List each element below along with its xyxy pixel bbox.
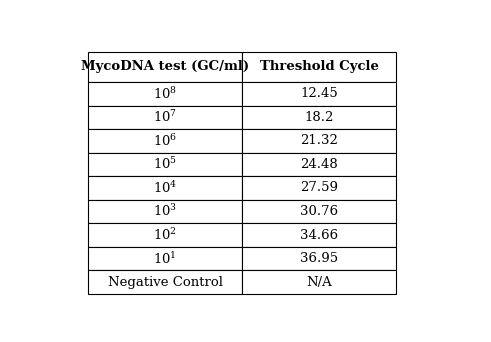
- Text: $\mathregular{10^{7}}$: $\mathregular{10^{7}}$: [153, 109, 177, 126]
- Bar: [88, 129, 242, 153]
- Bar: [88, 153, 242, 176]
- Bar: [88, 223, 242, 247]
- Bar: [88, 270, 242, 294]
- Text: 34.66: 34.66: [300, 228, 338, 241]
- Bar: [242, 82, 396, 106]
- Bar: [88, 82, 242, 106]
- Text: 36.95: 36.95: [300, 252, 338, 265]
- Text: 18.2: 18.2: [304, 111, 334, 124]
- Bar: [242, 270, 396, 294]
- Text: 30.76: 30.76: [300, 205, 338, 218]
- Bar: [88, 106, 242, 129]
- Bar: [88, 176, 242, 200]
- Bar: [242, 129, 396, 153]
- Bar: [88, 200, 242, 223]
- Text: $\mathregular{10^{8}}$: $\mathregular{10^{8}}$: [153, 86, 177, 102]
- Text: $\mathregular{10^{3}}$: $\mathregular{10^{3}}$: [153, 203, 177, 220]
- Text: Threshold Cycle: Threshold Cycle: [260, 60, 379, 74]
- Text: 24.48: 24.48: [300, 158, 338, 171]
- Bar: [88, 52, 242, 82]
- Text: $\mathregular{10^{5}}$: $\mathregular{10^{5}}$: [153, 157, 177, 172]
- Bar: [88, 247, 242, 270]
- Text: $\mathregular{10^{1}}$: $\mathregular{10^{1}}$: [153, 251, 177, 266]
- Bar: [242, 176, 396, 200]
- Bar: [242, 52, 396, 82]
- Text: Negative Control: Negative Control: [108, 276, 222, 289]
- Text: MycoDNA test (GC/ml): MycoDNA test (GC/ml): [81, 60, 249, 74]
- Bar: [242, 223, 396, 247]
- Text: 27.59: 27.59: [300, 182, 338, 195]
- Text: $\mathregular{10^{2}}$: $\mathregular{10^{2}}$: [153, 227, 177, 243]
- Text: $\mathregular{10^{6}}$: $\mathregular{10^{6}}$: [153, 133, 177, 149]
- Bar: [242, 247, 396, 270]
- Text: $\mathregular{10^{4}}$: $\mathregular{10^{4}}$: [153, 180, 177, 196]
- Bar: [242, 200, 396, 223]
- Text: 12.45: 12.45: [300, 88, 338, 101]
- Bar: [242, 153, 396, 176]
- Bar: [242, 106, 396, 129]
- Text: 21.32: 21.32: [300, 134, 338, 147]
- Text: N/A: N/A: [306, 276, 332, 289]
